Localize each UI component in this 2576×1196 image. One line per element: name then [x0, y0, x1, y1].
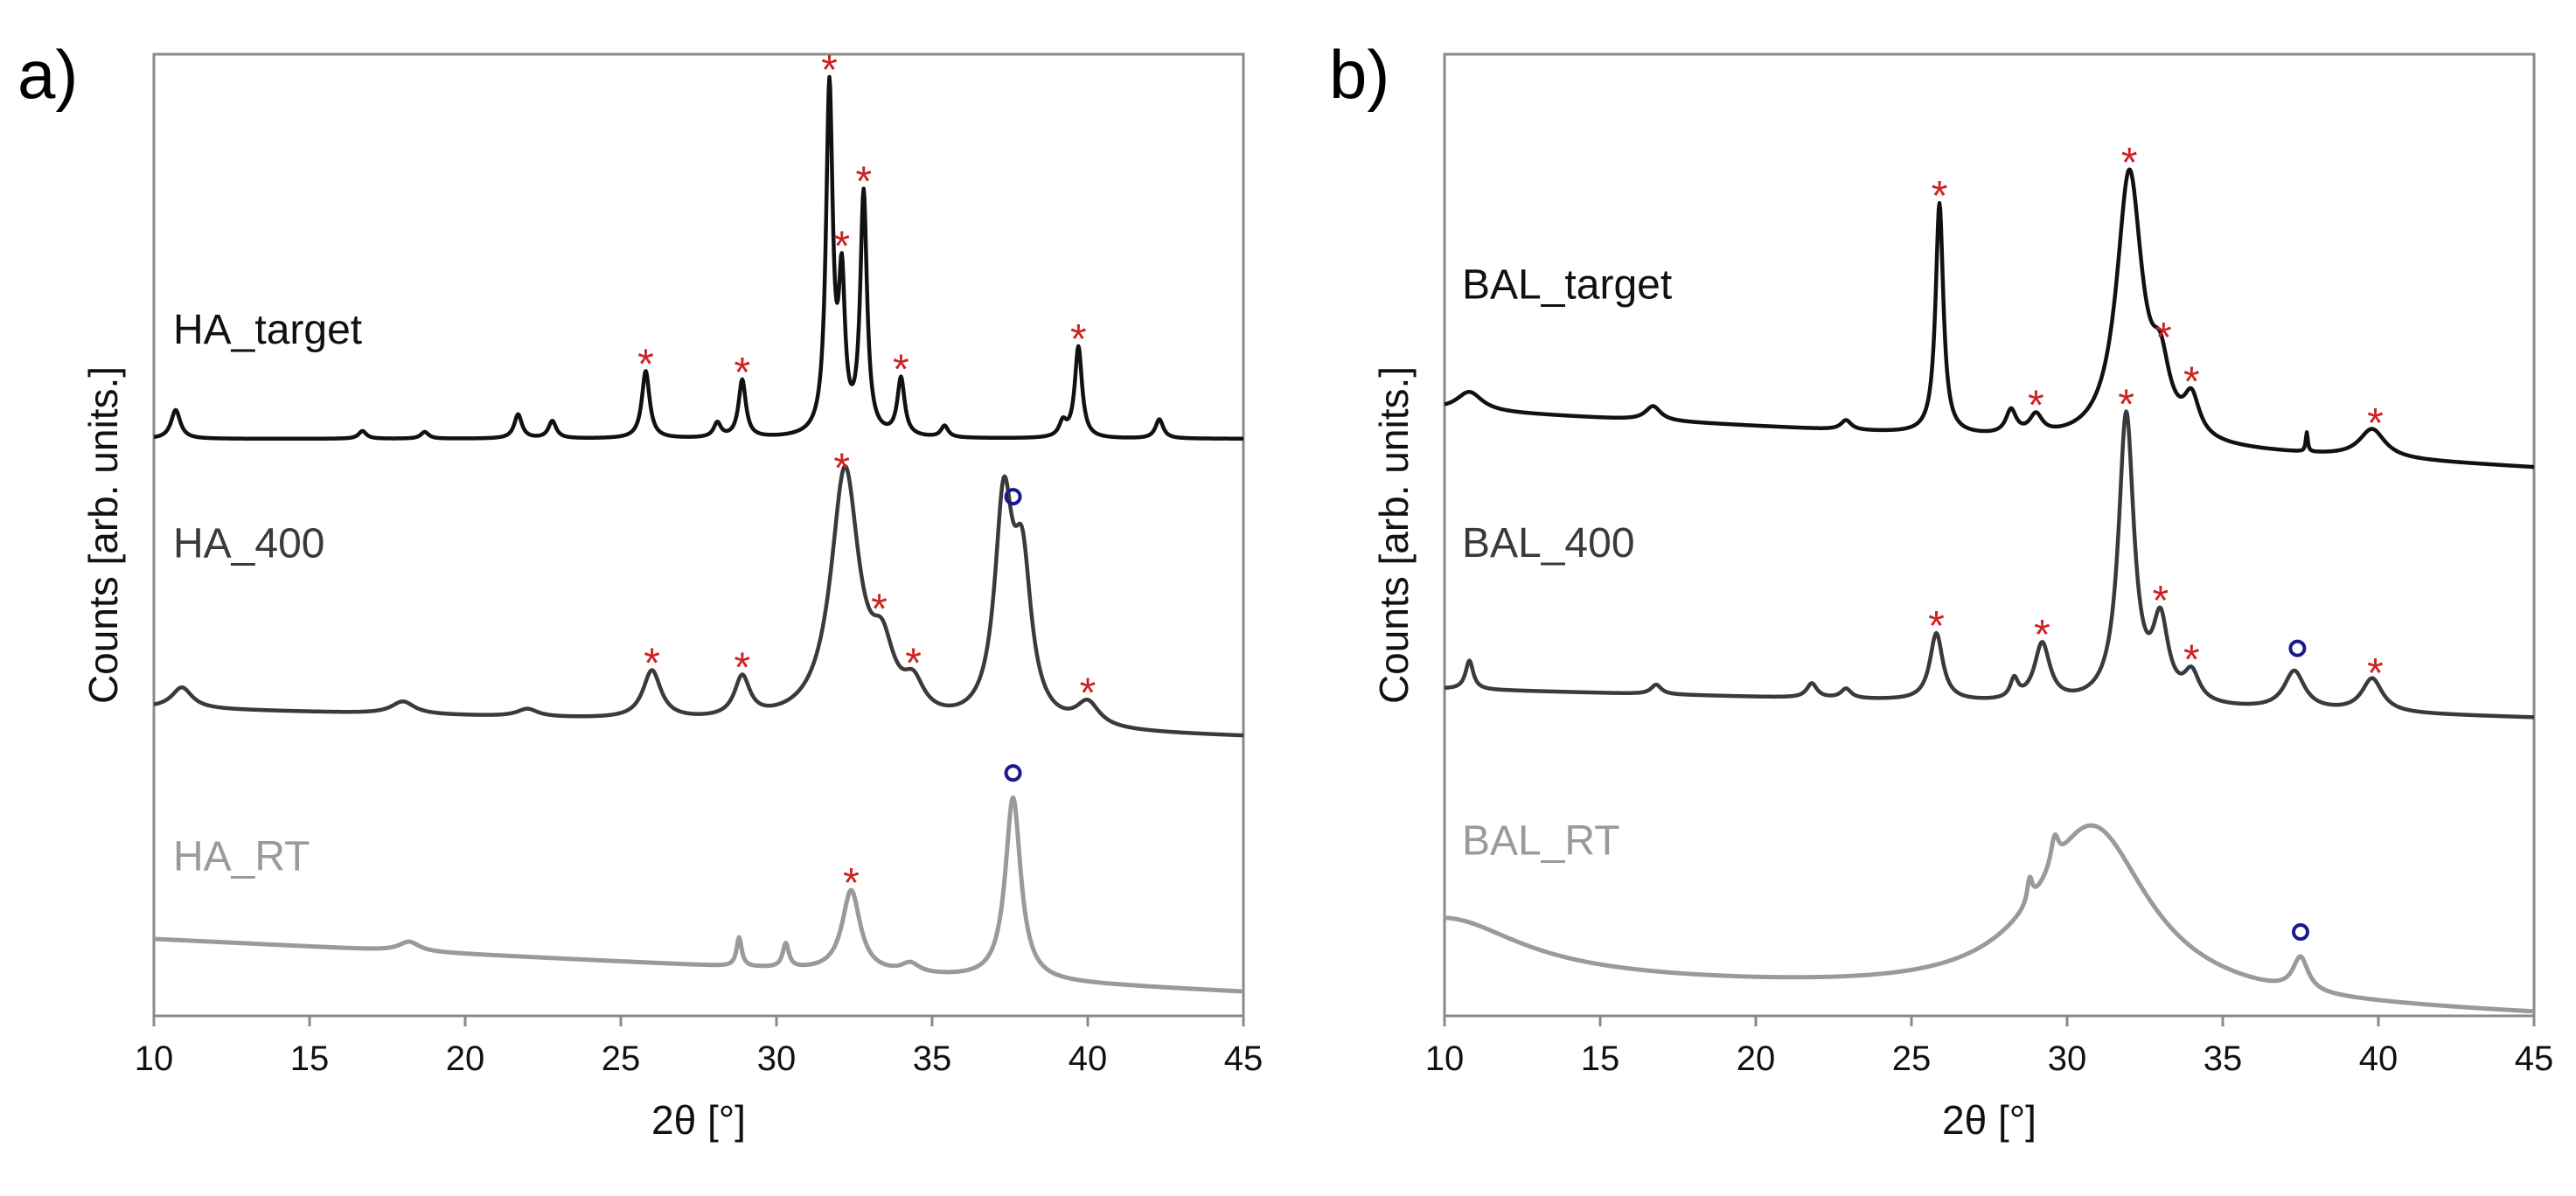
x-tick-label: 35 [2204, 1040, 2243, 1078]
series-line-ha_target [152, 74, 1245, 442]
circle-marker [1004, 764, 1022, 782]
series-label: BAL_target [1462, 262, 1672, 309]
circle-marker [1004, 488, 1022, 506]
panel-label: b) [1329, 36, 1389, 113]
plot-frame [1443, 52, 2536, 1018]
star-marker: * [1932, 173, 1948, 219]
circle-marker [2292, 923, 2309, 942]
star-marker: * [893, 347, 909, 393]
y-axis-label: Counts [arb. units.] [1371, 366, 1417, 704]
series-line-bal_target [1443, 167, 2536, 469]
x-tick-label: 10 [135, 1040, 174, 1078]
star-marker: * [2118, 382, 2134, 428]
star-marker: * [2367, 400, 2384, 447]
star-marker: * [2183, 637, 2200, 684]
series-label: HA_target [173, 307, 362, 353]
x-tick-label: 15 [290, 1040, 330, 1078]
circle-marker [2288, 639, 2307, 657]
series-line-ha_rt [152, 795, 1245, 994]
x-tick-label: 15 [1581, 1040, 1620, 1078]
star-marker: * [2367, 650, 2384, 697]
chart-panel-b: b) 10 15 20 25 30 35 40 45 2θ [°] Counts [arb. uni… [1329, 36, 2553, 1143]
star-marker: * [821, 47, 838, 94]
star-marker: * [833, 446, 850, 492]
x-tick-label: 45 [2515, 1040, 2554, 1078]
x-tick-label: 30 [2048, 1040, 2087, 1078]
star-marker: * [871, 587, 888, 633]
star-marker: * [2183, 358, 2200, 405]
x-tick-label: 35 [913, 1040, 952, 1078]
star-marker: * [905, 641, 922, 687]
star-marker: * [2028, 383, 2044, 429]
series-label: BAL_400 [1462, 520, 1635, 567]
star-marker: * [2152, 578, 2169, 624]
series-label: BAL_RT [1462, 817, 1620, 864]
x-tick-label: 25 [1892, 1040, 1932, 1078]
x-tick-label: 40 [1069, 1040, 1108, 1078]
star-marker: * [637, 341, 654, 387]
panel-label: a) [17, 36, 78, 113]
star-marker: * [843, 860, 860, 907]
x-tick-label: 20 [1737, 1040, 1776, 1078]
star-marker: * [2034, 612, 2050, 658]
x-tick-label: 40 [2359, 1040, 2398, 1078]
x-tick-label: 10 [1425, 1040, 1465, 1078]
x-tick-label: 20 [446, 1040, 485, 1078]
series-label: HA_400 [173, 521, 324, 567]
plot-frame [152, 52, 1245, 1018]
star-marker: * [734, 644, 750, 691]
star-marker: * [1070, 316, 1087, 363]
x-axis-label: 2θ [°] [1942, 1097, 2036, 1143]
star-marker: * [1080, 670, 1097, 716]
star-marker: * [644, 640, 660, 686]
star-marker: * [734, 350, 750, 396]
x-tick-label: 25 [602, 1040, 641, 1078]
series-line-bal_rt [1443, 823, 2536, 1014]
series-line-ha_400 [152, 464, 1245, 738]
series-label: HA_RT [173, 834, 310, 880]
x-tick-label: 30 [757, 1040, 797, 1078]
x-axis-label: 2θ [°] [651, 1097, 746, 1143]
series-line-bal_400 [1443, 409, 2536, 720]
star-marker: * [855, 159, 872, 205]
x-tick-label: 45 [1224, 1040, 1264, 1078]
star-marker: * [833, 223, 850, 269]
y-axis-label: Counts [arb. units.] [80, 366, 126, 704]
star-marker: * [1928, 603, 1945, 650]
chart-panel-a: a) 10 15 20 25 30 35 40 45 2θ [°] Counts [arb. uni… [17, 36, 1263, 1143]
star-marker: * [2155, 315, 2172, 361]
star-marker: * [2121, 140, 2138, 186]
